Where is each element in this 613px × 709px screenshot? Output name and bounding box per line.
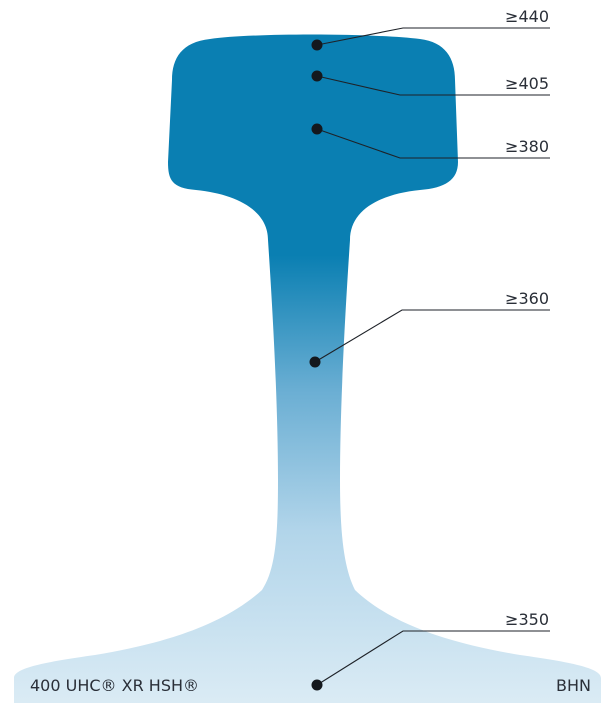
leader-line-350 <box>316 630 550 686</box>
point-440 <box>311 39 323 51</box>
hardness-value-350: ≥350 <box>505 610 549 629</box>
point-405 <box>311 70 323 82</box>
hardness-value-380: ≥380 <box>505 137 549 156</box>
leader-line-440 <box>316 27 550 46</box>
product-label: 400 UHC® XR HSH® <box>30 676 199 695</box>
measurement-points <box>309 39 323 691</box>
hardness-values: ≥440 ≥405 ≥380 ≥360 ≥350 <box>505 7 549 629</box>
hardness-value-440: ≥440 <box>505 7 549 26</box>
unit-label: BHN <box>556 676 591 695</box>
hardness-value-405: ≥405 <box>505 74 549 93</box>
leader-line-405 <box>316 75 550 96</box>
leader-line-380 <box>316 128 550 159</box>
leader-lines <box>314 27 550 686</box>
point-350 <box>311 679 323 691</box>
point-360 <box>309 356 321 368</box>
leader-line-360 <box>314 309 550 363</box>
hardness-value-360: ≥360 <box>505 289 549 308</box>
point-380 <box>311 123 323 135</box>
rail-profile <box>14 34 601 703</box>
